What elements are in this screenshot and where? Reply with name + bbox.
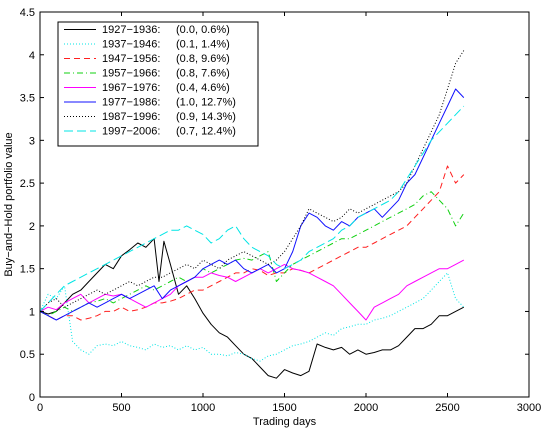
- legend-entry-stats: (0.8, 9.6%): [176, 53, 230, 65]
- y-tick-label: 4: [29, 50, 35, 62]
- ticks-layer: 0 500 1000 1500 2000 2500 3000 0 0.5 1 1.5 2 2.5 3 3.5…: [20, 7, 542, 414]
- series-line-5: [39, 88, 465, 321]
- legend-entry-name: 1977−1986:: [102, 97, 160, 109]
- legend-entry-name: 1957−1966:: [102, 68, 160, 80]
- x-tick-label: 2500: [435, 402, 459, 414]
- x-tick-label: 1500: [272, 402, 296, 414]
- x-tick-label: 1000: [191, 402, 215, 414]
- y-tick-label: 0: [29, 392, 35, 404]
- legend-box: [57, 21, 259, 147]
- y-tick-label: 0.5: [20, 349, 35, 361]
- series-line-1: [39, 272, 465, 362]
- y-tick-label: 3.5: [20, 93, 35, 105]
- legend-entry-name: 1967−1976:: [102, 82, 160, 94]
- y-axis-label: Buy−and−Hold portfolio value: [3, 132, 15, 276]
- legend-entry-stats: (0.4, 4.6%): [176, 82, 230, 94]
- x-tick-label: 2000: [354, 402, 378, 414]
- y-tick-label: 2: [29, 221, 35, 233]
- legend-entry-name: 1947−1956:: [102, 53, 160, 65]
- series-layer: [39, 50, 465, 379]
- x-axis-label: Trading days: [253, 416, 317, 428]
- x-tick-label: 3000: [517, 402, 541, 414]
- legend-entry-stats: (0.8, 7.6%): [176, 68, 230, 80]
- legend-entry-name: 1987−1996:: [102, 111, 160, 123]
- series-line-3: [39, 191, 465, 317]
- series-line-7: [39, 105, 465, 312]
- x-tick-label: 500: [112, 402, 130, 414]
- series-line-6: [39, 50, 465, 312]
- legend-entry-name: 1937−1946:: [102, 39, 160, 51]
- y-tick-label: 1: [29, 306, 35, 318]
- legend-entry-stats: (0.9, 14.3%): [176, 111, 236, 123]
- legend-entry-name: 1927−1936:: [102, 24, 160, 36]
- legend: 1927−1936: (0.0, 0.6%) 1937−1946: (0.1, 1.4…: [57, 21, 259, 147]
- legend-entry-stats: (1.0, 12.7%): [176, 97, 236, 109]
- legend-entry-stats: (0.0, 0.6%): [176, 24, 230, 36]
- y-tick-label: 3: [29, 135, 35, 147]
- legend-entry-stats: (0.1, 1.4%): [176, 39, 230, 51]
- legend-entry-stats: (0.7, 12.4%): [176, 126, 236, 138]
- y-tick-label: 4.5: [20, 7, 35, 19]
- y-tick-label: 1.5: [20, 264, 35, 276]
- series-line-2: [39, 165, 465, 321]
- y-tick-label: 2.5: [20, 178, 35, 190]
- series-line-0: [39, 238, 465, 379]
- x-tick-label: 0: [37, 402, 43, 414]
- legend-entry-name: 1997−2006:: [102, 126, 160, 138]
